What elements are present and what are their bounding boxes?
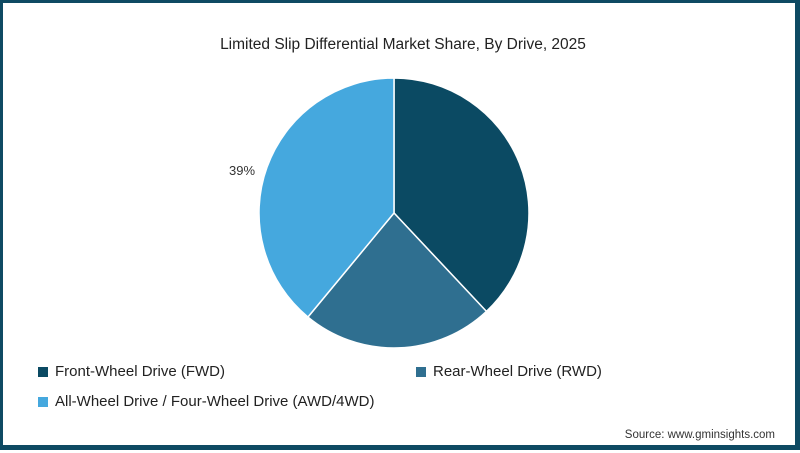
legend-label-rwd: Rear-Wheel Drive (RWD) <box>433 363 602 380</box>
legend-swatch-fwd <box>38 366 48 377</box>
legend-item-fwd: Front-Wheel Drive (FWD) <box>38 363 225 380</box>
chart-title: Limited Slip Differential Market Share, … <box>220 36 586 53</box>
pie-chart <box>258 77 530 349</box>
pie-slice-awd <box>258 77 395 319</box>
pie-slices <box>258 77 530 349</box>
pie-slice-fwd <box>393 77 530 313</box>
source-credit: Source: www.gminsights.com <box>624 429 775 441</box>
legend-item-rwd: Rear-Wheel Drive (RWD) <box>416 363 602 380</box>
legend-swatch-rwd <box>416 366 426 377</box>
pie-slice-rwd <box>306 211 488 349</box>
legend-swatch-awd <box>38 396 48 407</box>
awd-data-label: 39% <box>229 163 256 178</box>
legend-label-fwd: Front-Wheel Drive (FWD) <box>55 363 226 380</box>
legend-item-awd: All-Wheel Drive / Four-Wheel Drive (AWD/… <box>38 393 374 410</box>
legend-label-awd: All-Wheel Drive / Four-Wheel Drive (AWD/… <box>55 393 375 410</box>
